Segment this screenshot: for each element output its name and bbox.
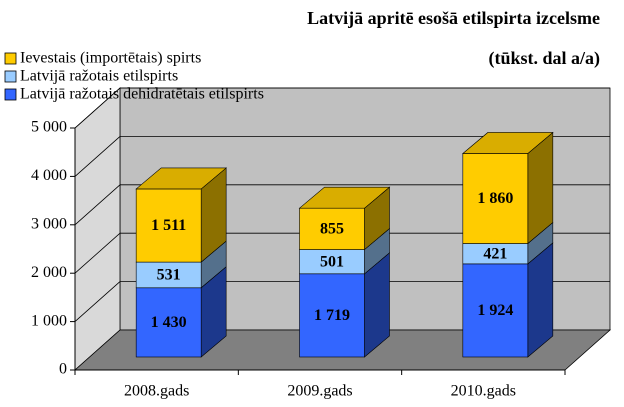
data-label: 1 430	[151, 314, 187, 331]
bar-top	[462, 132, 554, 154]
bar-top	[298, 186, 391, 209]
legend-label: Latvijā ražotais dehidratētais etilspirt…	[20, 86, 264, 103]
grid-line	[74, 87, 121, 129]
bar-top	[135, 167, 227, 190]
legend-label: Latvijā ražotais etilspirts	[20, 68, 178, 85]
bar	[135, 261, 202, 289]
legend-label: Ievestais (importētais) spirts	[20, 50, 201, 67]
legend-swatch	[4, 70, 17, 83]
legend-swatch	[4, 88, 17, 101]
grid-line	[74, 184, 121, 226]
y-tick-label: 4 000	[31, 167, 67, 184]
y-tick-label: 3 000	[31, 215, 67, 232]
legend-swatch	[4, 52, 17, 65]
y-tick-label: 5 000	[31, 119, 67, 136]
x-tick-label: 2009.gads	[287, 383, 352, 400]
chart-subtitle: (tūkst. dal a/a)	[488, 48, 600, 69]
bar	[462, 263, 529, 358]
data-label: 855	[320, 221, 344, 238]
bar	[135, 287, 202, 358]
side-wall	[74, 87, 121, 371]
grid-line	[74, 281, 121, 322]
data-label: 531	[157, 267, 181, 284]
x-tick-label: 2010.gads	[451, 383, 516, 400]
y-tick-label: 0	[59, 361, 67, 378]
grid-line	[74, 232, 121, 274]
bar	[462, 153, 529, 244]
chart-title: Latvijā apritē esošā etilspirta izcelsme	[307, 8, 600, 28]
data-label: 501	[320, 253, 344, 270]
y-tick-label: 1 000	[31, 312, 67, 329]
data-label: 421	[483, 245, 507, 262]
grid-line	[74, 136, 121, 177]
bar	[299, 207, 365, 250]
bar	[299, 273, 365, 358]
y-tick-label: 2 000	[31, 264, 67, 281]
data-label: 1 860	[477, 190, 513, 207]
data-label: 1 511	[151, 217, 186, 234]
bar	[135, 188, 202, 263]
x-tick-label: 2008.gads	[124, 383, 189, 400]
data-label: 1 924	[477, 302, 513, 319]
data-label: 1 719	[314, 307, 350, 324]
bar	[299, 249, 365, 275]
